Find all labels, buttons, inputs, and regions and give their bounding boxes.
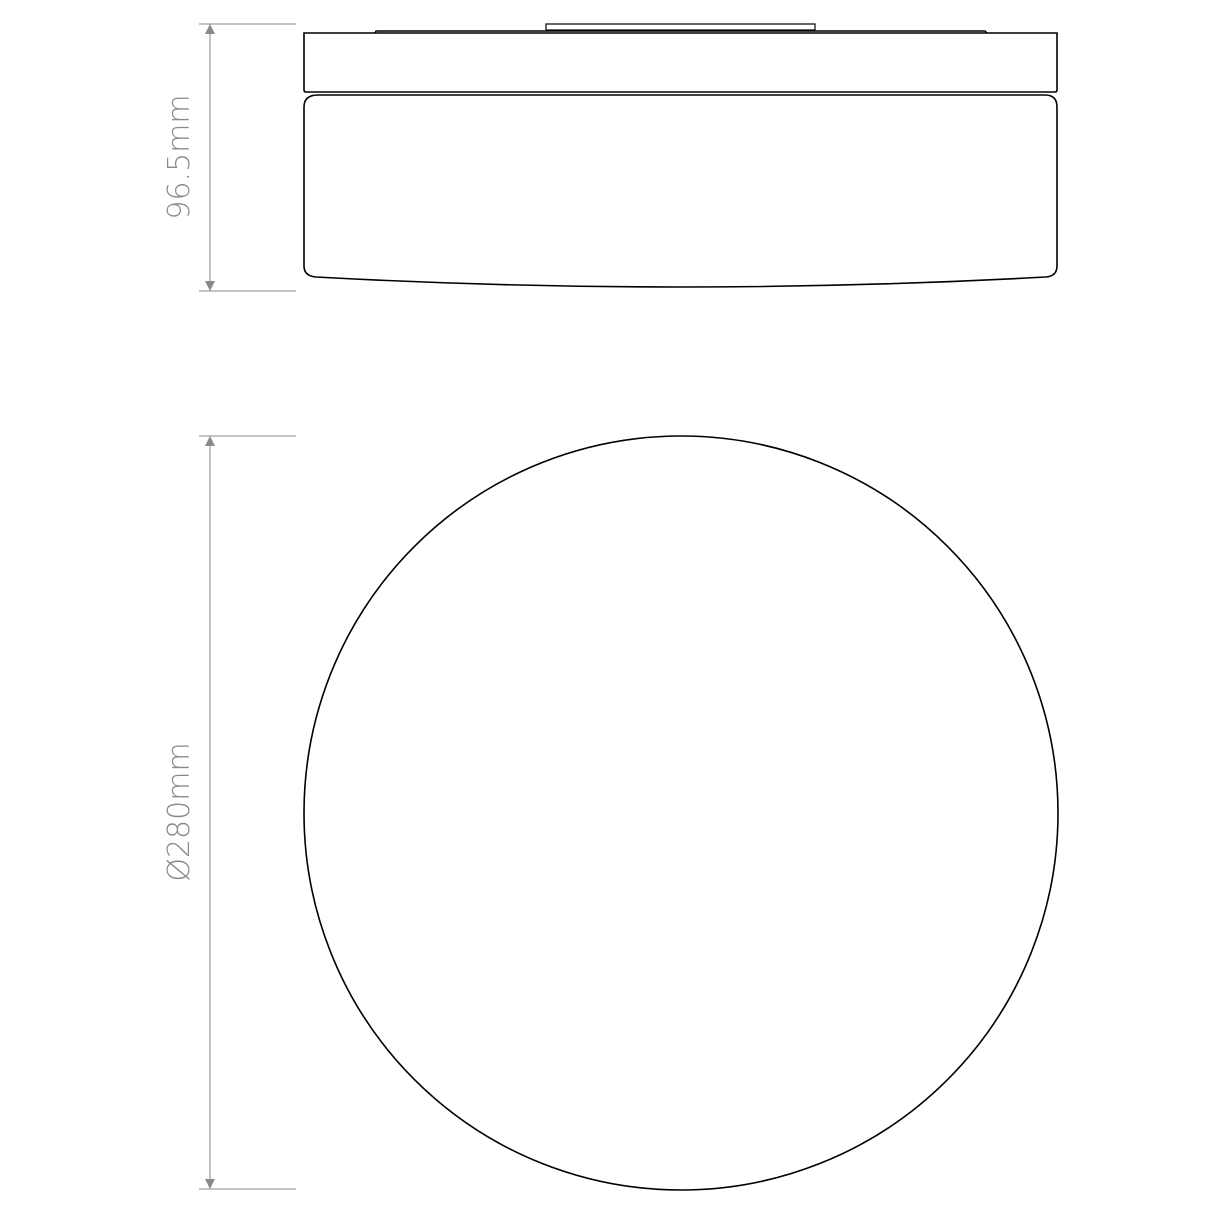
mount-plate [374,30,988,34]
height-dimension [199,23,296,292]
mount-boss [545,23,816,31]
diffuser-plan [303,435,1059,1191]
side-view [303,23,1058,288]
diameter-label: Ø280mm [162,742,197,881]
height-label: 96.5mm [162,94,197,219]
diffuser-section [303,94,1058,288]
diameter-dimension [199,435,296,1190]
base-section [303,32,1058,93]
